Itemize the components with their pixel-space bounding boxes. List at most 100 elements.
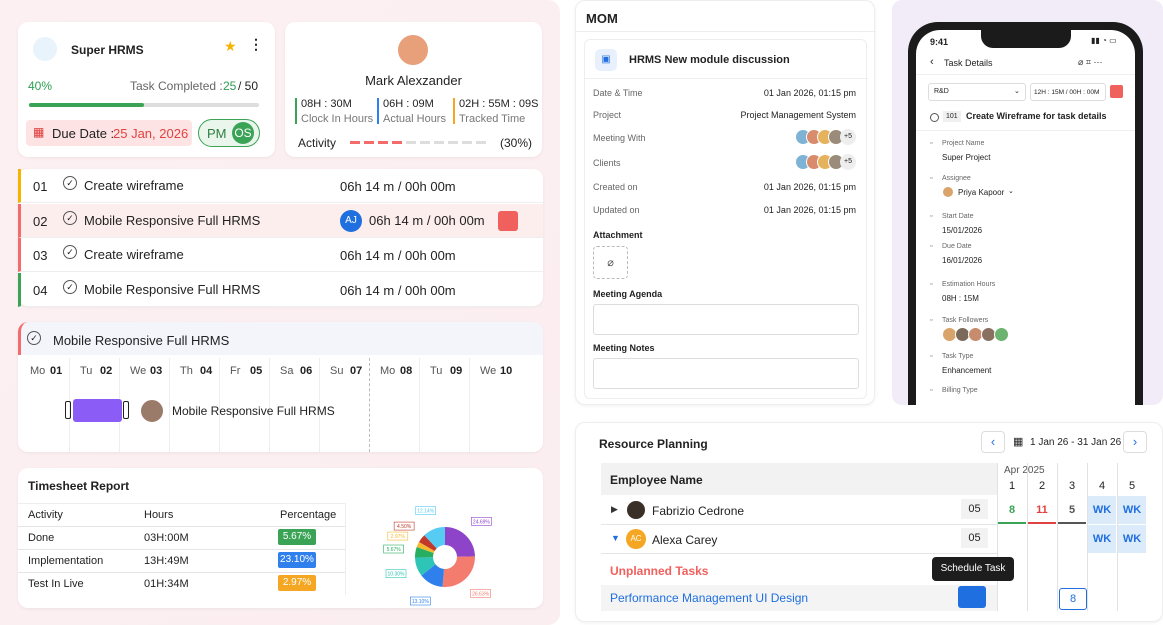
task-index: 01 <box>33 179 48 194</box>
activity-seg <box>476 141 486 144</box>
menu-icon: ⋮ <box>249 36 263 52</box>
app-logo <box>32 36 58 62</box>
chevron: ⌄ <box>1008 188 1014 195</box>
schedule-button[interactable] <box>958 586 986 608</box>
day-column <box>1087 463 1088 611</box>
task-name: Performance Management UI Design <box>610 591 809 605</box>
stat-bar <box>453 98 455 124</box>
cell-percentage: 2.97% <box>278 575 316 591</box>
pie-slice <box>424 527 445 549</box>
task-row <box>601 585 997 611</box>
stat-value: 06H : 09M <box>383 98 434 110</box>
day-name: We <box>130 365 147 377</box>
field-label: Start Date <box>942 213 974 220</box>
pie-label-box <box>383 544 404 554</box>
field-icon: ▫ <box>930 353 933 360</box>
field-value: 08H : 15M <box>942 294 979 303</box>
day-divider <box>369 358 370 452</box>
day-num: 03 <box>150 365 163 377</box>
day-column <box>1057 463 1058 611</box>
task-total: / 50 <box>238 79 259 93</box>
day-divider <box>469 358 470 452</box>
cell-hours: 13H:49M <box>144 555 189 567</box>
pie-label: 26.63% <box>472 591 490 597</box>
table-divider <box>345 503 346 595</box>
activity-seg <box>448 141 458 144</box>
activity-seg <box>378 141 388 144</box>
day-divider <box>69 358 70 452</box>
day-num: 04 <box>200 365 213 377</box>
pie-label: 2.97% <box>391 534 406 540</box>
task-title: Mobile Responsive Full HRMS <box>84 212 261 228</box>
activity-seg <box>350 141 360 144</box>
task-id: 101 <box>943 111 961 122</box>
cell-percentage: 5.67% <box>278 529 316 545</box>
cell-hours: 01H:34M <box>144 578 189 590</box>
back-icon: ‹ <box>930 56 934 68</box>
cell-activity: Implementation <box>28 555 104 567</box>
column-header: Employee Name <box>610 473 703 487</box>
pie-label: 5.67% <box>387 547 402 553</box>
phone-screen: 9:41 ▮▮ ◔ ▭ ‹ Task Details ⌀ ⌗ ⋯ R&D ⌄ 12H : 15… <box>916 30 1135 405</box>
gantt-header <box>18 322 543 355</box>
day-num: 4 <box>1098 480 1106 492</box>
pie-slice <box>419 535 437 551</box>
grid-head <box>601 463 997 495</box>
pie-label-box <box>471 517 492 526</box>
column-header: Activity <box>28 509 63 521</box>
unplanned-label: Unplanned Tasks <box>610 564 709 578</box>
column-header: Percentage <box>280 509 337 521</box>
task-title: Create wireframe <box>84 178 184 193</box>
task-time: 06h 14 m / 00h 00m <box>340 248 456 263</box>
day-cell: WK <box>1088 496 1116 524</box>
task-title: Mobile Responsive Full HRMS <box>84 281 261 297</box>
field-value: 16/01/2026 <box>942 256 983 265</box>
progress-text: 40% <box>28 79 53 93</box>
field-label: Task Type <box>942 353 974 360</box>
pie-label: 4.50% <box>397 524 412 530</box>
field-icon: ▫ <box>930 281 933 288</box>
activity-seg <box>420 141 430 144</box>
badge-os: OS <box>232 122 254 144</box>
notes-box <box>593 358 859 389</box>
day-name: Th <box>180 365 193 377</box>
field-value: Enhancement <box>942 366 992 375</box>
day-cell: 11 <box>1028 496 1056 524</box>
task-index: 02 <box>33 213 48 229</box>
row-line <box>18 572 345 573</box>
cell-percentage: 23.10% <box>278 552 316 568</box>
day-divider <box>419 358 420 452</box>
calendar-icon: ▦ <box>1013 436 1024 448</box>
gantt-title: Mobile Responsive Full HRMS <box>53 333 230 348</box>
header-divider <box>916 74 1135 75</box>
day-name: Su <box>330 365 344 377</box>
task-avatar: AJ <box>340 209 362 232</box>
field-label: Project Name <box>942 140 985 147</box>
pie-label: 12.14% <box>417 509 435 515</box>
field-icon: ▫ <box>930 140 933 147</box>
meeting-card: ▣ HRMS New module discussion Date & Time 01… <box>584 39 868 399</box>
day-cell: WK <box>1088 525 1116 553</box>
meeting-icon: ▣ <box>595 49 617 71</box>
avatar <box>942 186 954 198</box>
day-column <box>1117 463 1118 611</box>
task-index: 03 <box>33 248 48 263</box>
task-title: Create Wireframe for task details <box>966 111 1107 121</box>
day-name: Fr <box>230 365 241 377</box>
phone-frame: 9:41 ▮▮ ◔ ▭ ‹ Task Details ⌀ ⌗ ⋯ R&D ⌄ 12H : 15… <box>908 22 1143 405</box>
expand-icon: ▶ <box>611 504 618 514</box>
pie-slice <box>445 527 475 557</box>
field-label: Created on <box>593 182 638 192</box>
task-row: 02 ✓ Mobile Responsive Full HRMS AJ 06h 14 m… <box>18 203 543 238</box>
day-num: 01 <box>50 365 63 377</box>
progress-fill <box>29 103 144 107</box>
field-label: Updated on <box>593 205 640 215</box>
day-cell: WK <box>1118 525 1146 553</box>
day-name: We <box>480 365 497 377</box>
task-completed-label: Task Completed : <box>130 79 223 93</box>
employee-name: Alexa Carey <box>652 533 718 547</box>
field-label: Billing Type <box>942 387 978 394</box>
day-name: Mo <box>30 365 46 377</box>
task-time: 06h 14 m / 00h 00m <box>340 282 456 298</box>
scheduled-cell: 8 <box>1059 588 1087 610</box>
